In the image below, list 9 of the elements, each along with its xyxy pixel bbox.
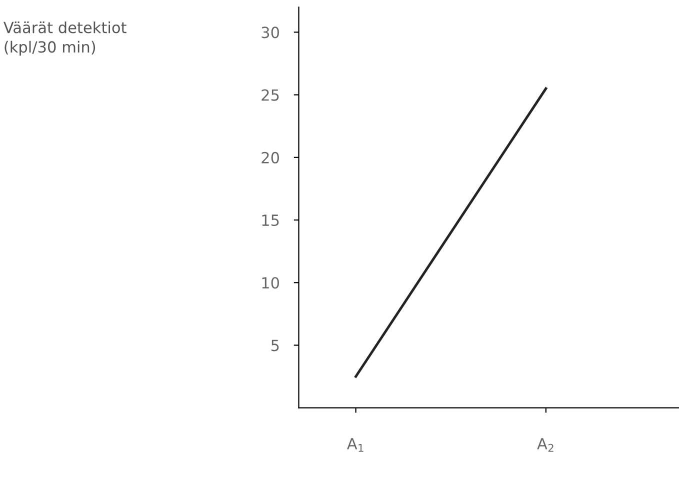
- y-tick-label: 15: [262, 214, 279, 226]
- y-tick-label: 20: [262, 152, 279, 164]
- y-tick-label: 25: [262, 89, 279, 101]
- x-tick-label: A$_{2}$: [537, 438, 554, 452]
- y-tick-label: 10: [262, 277, 279, 289]
- y-tick-label: 30: [262, 26, 279, 38]
- text: Väärät detektiot (kpl/30 min): [4, 21, 126, 56]
- x-tick-label: A$_{1}$: [346, 438, 364, 452]
- y-tick-label: 5: [271, 340, 279, 352]
